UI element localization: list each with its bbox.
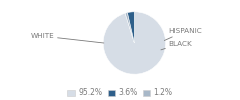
Wedge shape bbox=[103, 12, 166, 74]
Wedge shape bbox=[125, 13, 134, 43]
Wedge shape bbox=[127, 12, 134, 43]
Text: WHITE: WHITE bbox=[31, 33, 104, 43]
Text: HISPANIC: HISPANIC bbox=[164, 28, 202, 40]
Text: BLACK: BLACK bbox=[161, 41, 192, 50]
Legend: 95.2%, 3.6%, 1.2%: 95.2%, 3.6%, 1.2% bbox=[64, 85, 176, 100]
